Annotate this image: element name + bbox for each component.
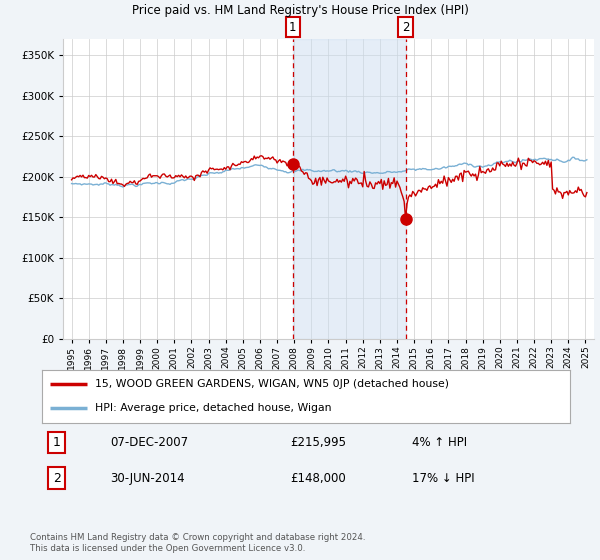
Bar xyxy=(293,39,406,339)
Text: 30-JUN-2014: 30-JUN-2014 xyxy=(110,472,185,485)
Text: £215,995: £215,995 xyxy=(290,436,346,449)
Text: HPI: Average price, detached house, Wigan: HPI: Average price, detached house, Wiga… xyxy=(95,403,331,413)
Text: Price paid vs. HM Land Registry's House Price Index (HPI): Price paid vs. HM Land Registry's House … xyxy=(131,4,469,17)
Text: 1: 1 xyxy=(289,21,296,34)
Text: Contains HM Land Registry data © Crown copyright and database right 2024.
This d: Contains HM Land Registry data © Crown c… xyxy=(30,533,365,553)
Text: 07-DEC-2007: 07-DEC-2007 xyxy=(110,436,189,449)
Text: 4% ↑ HPI: 4% ↑ HPI xyxy=(412,436,467,449)
Text: 17% ↓ HPI: 17% ↓ HPI xyxy=(412,472,474,485)
Text: 2: 2 xyxy=(402,21,409,34)
Text: 1: 1 xyxy=(53,436,61,449)
Text: 15, WOOD GREEN GARDENS, WIGAN, WN5 0JP (detached house): 15, WOOD GREEN GARDENS, WIGAN, WN5 0JP (… xyxy=(95,379,449,389)
Text: 2: 2 xyxy=(53,472,61,485)
Text: £148,000: £148,000 xyxy=(290,472,346,485)
